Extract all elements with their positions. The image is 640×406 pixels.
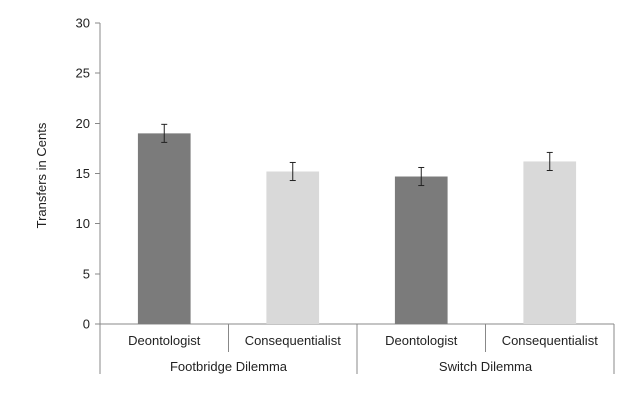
- y-tick-label: 0: [83, 317, 90, 332]
- bar-consequentialist-1: [523, 161, 577, 324]
- category-label: Deontologist: [385, 333, 458, 348]
- y-tick-label: 30: [76, 16, 90, 31]
- bar-deontologist-0: [137, 133, 191, 324]
- y-axis-title: Transfers in Cents: [34, 122, 49, 228]
- y-tick-label: 10: [76, 216, 90, 231]
- y-tick-label: 20: [76, 116, 90, 131]
- category-label: Consequentialist: [245, 333, 342, 348]
- category-label: Deontologist: [128, 333, 201, 348]
- group-label: Switch Dilemma: [439, 359, 533, 374]
- bars-layer: [137, 123, 577, 324]
- category-axis: Deontologist Consequentialist Footbridge D…: [99, 324, 615, 374]
- y-tick-label: 5: [83, 266, 90, 281]
- y-axis-ticks: 0 5 10 15 20 25 30: [76, 16, 100, 332]
- group-label: Footbridge Dilemma: [170, 359, 288, 374]
- category-label: Consequentialist: [502, 333, 599, 348]
- y-tick-label: 25: [76, 66, 90, 81]
- bar-consequentialist-0: [266, 171, 320, 324]
- y-tick-label: 15: [76, 166, 90, 181]
- bar-deontologist-1: [394, 176, 448, 324]
